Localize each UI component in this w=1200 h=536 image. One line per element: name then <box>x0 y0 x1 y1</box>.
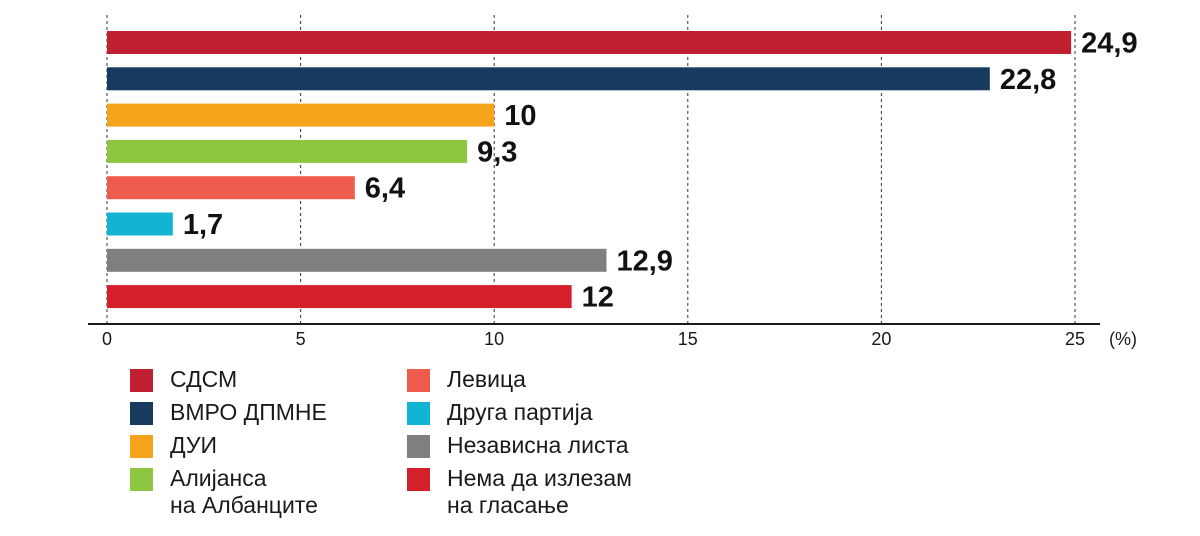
legend-item-2: ДУИ <box>130 432 327 459</box>
x-axis-ticks: 0 5 10 15 20 25 <box>102 329 1085 349</box>
value-label-5: 1,7 <box>183 209 223 241</box>
legend-label-5: Друга партија <box>447 399 593 425</box>
legend-item-7: Нема да излезам на гласање <box>407 465 632 519</box>
x-tick-label-0: 0 <box>102 329 112 349</box>
value-label-0: 24,9 <box>1081 28 1137 60</box>
legend-item-6: Независна листа <box>407 432 632 459</box>
legend-column-2: Левица Друга партија Независна листа Нема д… <box>407 366 632 525</box>
legend-swatch-0 <box>130 369 153 392</box>
x-tick-label-15: 15 <box>678 329 698 349</box>
legend-item-3: Алијанса на Албанците <box>130 465 327 519</box>
x-tick-label-10: 10 <box>484 329 504 349</box>
legend-label-4: Левица <box>447 366 526 392</box>
value-labels: 24,9 22,8 10 9,3 6,4 1,7 12,912 <box>183 28 1138 314</box>
bar-chart: 24,9 22,8 10 9,3 6,4 1,7 12,912 0 5 10 15 20 25 (%) <box>88 15 1138 349</box>
value-label-2: 10 <box>504 100 536 132</box>
x-tick-label-20: 20 <box>871 329 891 349</box>
legend-label-7: Нема да излезам на гласање <box>447 465 632 518</box>
legend-swatch-7 <box>407 468 430 491</box>
bars <box>107 31 1072 309</box>
legend-swatch-1 <box>130 402 153 425</box>
legend-swatch-4 <box>407 369 430 392</box>
legend-label-1: ВМРО ДПМНЕ <box>170 399 327 425</box>
value-label-4: 6,4 <box>365 173 405 205</box>
legend-swatch-5 <box>407 402 430 425</box>
bar-7 <box>107 285 572 309</box>
value-label-3: 9,3 <box>477 136 517 168</box>
legend-swatch-6 <box>407 435 430 458</box>
legend-label-3: Алијанса на Албанците <box>170 465 318 518</box>
bar-1 <box>107 67 990 91</box>
bar-2 <box>107 103 495 127</box>
legend-label-0: СДСМ <box>170 366 238 392</box>
value-label-6: 12,9 <box>616 245 672 277</box>
bar-6 <box>107 248 607 272</box>
x-tick-label-25: 25 <box>1065 329 1085 349</box>
legend-swatch-3 <box>130 468 153 491</box>
value-label-1: 22,8 <box>1000 64 1056 96</box>
legend-item-5: Друга партија <box>407 399 632 426</box>
legend-item-1: ВМРО ДПМНЕ <box>130 399 327 426</box>
gridlines <box>106 15 1076 324</box>
bar-4 <box>107 176 355 200</box>
legend-item-0: СДСМ <box>130 366 327 393</box>
legend-item-4: Левица <box>407 366 632 393</box>
bar-0 <box>107 31 1072 54</box>
bar-5 <box>107 212 173 236</box>
value-label-7: 12 <box>582 282 614 314</box>
unit-label: (%) <box>1109 329 1137 349</box>
legend-label-6: Независна листа <box>447 432 629 458</box>
legend-label-2: ДУИ <box>170 432 217 458</box>
x-tick-label-5: 5 <box>296 329 306 349</box>
legend-swatch-2 <box>130 435 153 458</box>
bar-3 <box>107 139 468 163</box>
legend-column-1: СДСМ ВМРО ДПМНЕ ДУИ Алијанса на Албанците <box>130 366 327 525</box>
